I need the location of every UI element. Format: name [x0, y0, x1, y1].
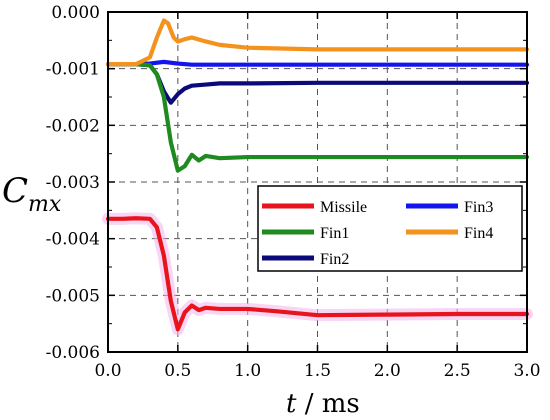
- y-tick-label: 0.000: [51, 3, 100, 23]
- series-group: [102, 18, 533, 336]
- series-line-fin4: [105, 18, 530, 67]
- grid: [108, 12, 527, 352]
- legend-label-fin1: Fin1: [320, 225, 349, 242]
- x-tick-label: 0.5: [164, 361, 191, 381]
- legend-label-fin3: Fin3: [464, 199, 493, 216]
- y-tick-label: -0.002: [46, 116, 100, 136]
- y-axis-title: Cmx: [2, 171, 62, 217]
- x-tick-label: 1.5: [304, 361, 331, 381]
- x-tick-label: 2.5: [444, 361, 471, 381]
- x-axis-title-unit: ms: [322, 389, 360, 419]
- series-line-missile: [105, 216, 530, 332]
- y-tick-label: -0.003: [46, 173, 100, 193]
- x-axis-title-var: t: [286, 389, 297, 419]
- series-line-fin3: [105, 59, 530, 67]
- y-tick-label: -0.005: [46, 286, 100, 306]
- legend: Missile Fin3 Fin1 Fin4 Fin2: [257, 185, 523, 272]
- legend-label-fin2: Fin2: [320, 251, 349, 268]
- y-tick-labels: 0.000 -0.001 -0.002 -0.003 -0.004 -0.005 -0.00…: [46, 3, 100, 363]
- x-tick-label: 0.0: [94, 361, 121, 381]
- x-axis-title-sep: /: [296, 389, 321, 419]
- axis-ticks: [107, 11, 528, 353]
- legend-label-missile: Missile: [320, 199, 367, 216]
- y-tick-label: -0.001: [46, 60, 100, 80]
- y-axis-title-main: C: [2, 171, 28, 211]
- x-tick-labels: 0.0 0.5 1.0 1.5 2.0 2.5 3.0: [94, 361, 540, 381]
- y-tick-label: -0.004: [46, 230, 100, 250]
- y-tick-label: -0.006: [46, 343, 100, 363]
- x-tick-label: 1.0: [234, 361, 261, 381]
- x-axis-title: t / ms: [286, 389, 360, 419]
- series-line-fin1: [105, 62, 530, 173]
- legend-label-fin4: Fin4: [464, 225, 493, 242]
- x-tick-label: 2.0: [374, 361, 401, 381]
- legend-items: Missile Fin3 Fin1 Fin4 Fin2: [262, 199, 493, 268]
- y-axis-title-sub: mx: [28, 192, 62, 217]
- x-tick-label: 3.0: [513, 361, 540, 381]
